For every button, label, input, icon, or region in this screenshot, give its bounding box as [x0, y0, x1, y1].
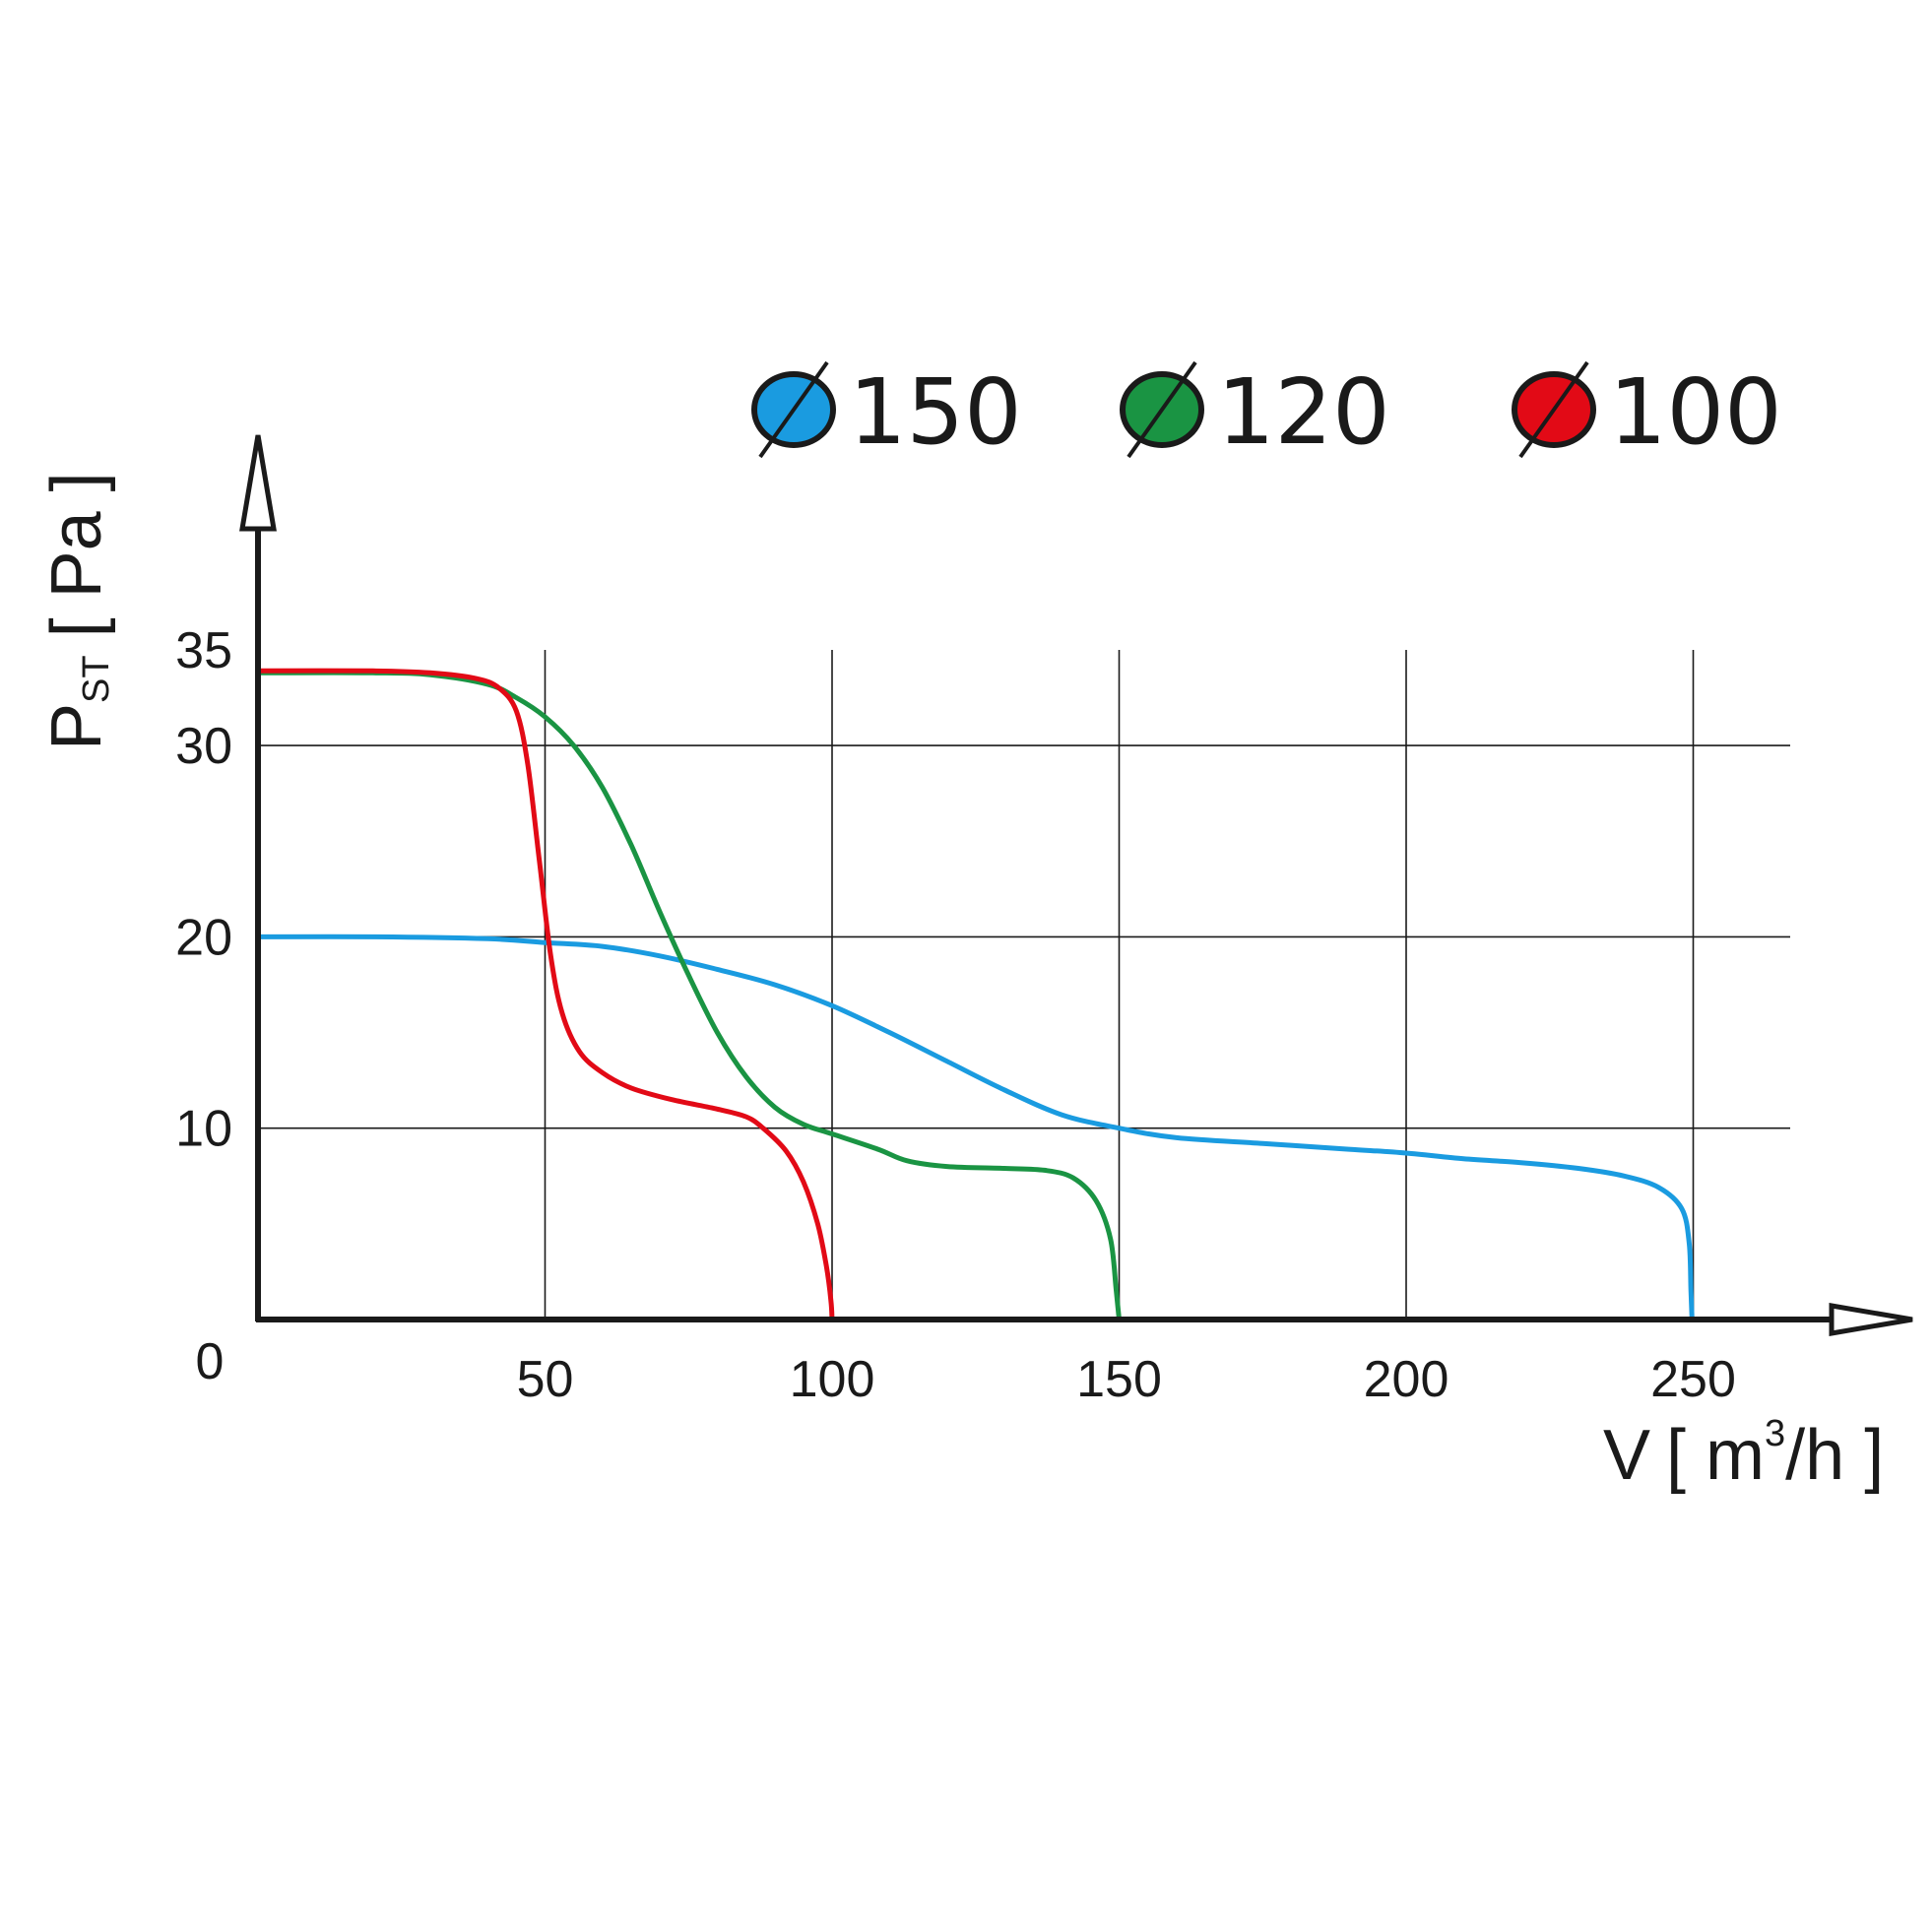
y-tick-label-20: 20 — [175, 909, 232, 966]
origin-label: 0 — [196, 1333, 225, 1390]
legend-item-120: 120 — [1120, 359, 1390, 465]
legend-label-120: 120 — [1217, 359, 1390, 465]
tick-labels: 50 100 150 200 250 10 20 30 35 — [175, 622, 1736, 1408]
x-tick-label-150: 150 — [1076, 1351, 1162, 1408]
x-axis-title: V[ m3/h ] — [1603, 1413, 1884, 1495]
y-axis-title-sub: ST — [76, 655, 117, 703]
x-axis-title-unit-sup: 3 — [1765, 1413, 1785, 1454]
x-axis-title-unit-prefix: [ m — [1666, 1416, 1765, 1495]
x-tick-label-50: 50 — [517, 1351, 574, 1408]
x-tick-label-200: 200 — [1364, 1351, 1449, 1408]
svg-text:PST[ Pa ]: PST [ Pa ] — [37, 472, 117, 750]
legend-item-100: 100 — [1512, 359, 1782, 465]
diameter-slash-icon — [758, 360, 829, 459]
y-tick-label-35: 35 — [175, 622, 232, 679]
curve-100 — [257, 668, 835, 1320]
x-axis-title-main: V — [1603, 1416, 1650, 1495]
x-tick-label-100: 100 — [790, 1351, 875, 1408]
x-axis-arrow — [1829, 1303, 1913, 1336]
y-axis-title-main: P — [37, 703, 116, 750]
legend-label-150: 150 — [849, 359, 1022, 465]
legend-item-150: 150 — [751, 359, 1022, 465]
curve-120 — [257, 670, 1122, 1320]
axes — [239, 434, 1913, 1336]
grid — [258, 650, 1790, 1320]
legend: 150 120 100 — [751, 359, 1782, 465]
diameter-slash-icon — [1127, 360, 1197, 459]
curve-150 — [257, 934, 1695, 1320]
y-axis-title: PST [ Pa ] — [37, 472, 117, 750]
x-tick-label-250: 250 — [1650, 1351, 1736, 1408]
diameter-slash-icon — [1518, 360, 1589, 459]
y-tick-label-10: 10 — [175, 1101, 232, 1158]
curves — [257, 668, 1695, 1320]
y-tick-label-30: 30 — [175, 718, 232, 775]
legend-label-100: 100 — [1609, 359, 1782, 465]
x-axis-title-unit-suffix: /h ] — [1785, 1416, 1884, 1495]
y-axis-arrow — [239, 434, 277, 532]
y-axis-title-unit: [ Pa ] — [37, 472, 116, 637]
